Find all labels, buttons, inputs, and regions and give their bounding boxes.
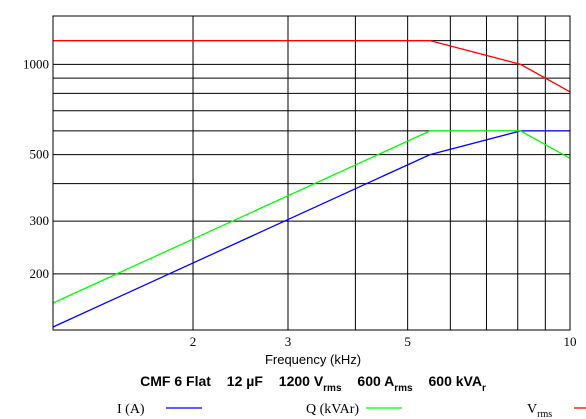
- legend-label-voltage: Vrms: [527, 402, 552, 419]
- title-capacitance: 12 µF: [227, 373, 264, 389]
- plot-frame: [52, 15, 571, 331]
- y-tick-label: 300: [30, 213, 50, 228]
- series-line-current: [52, 130, 570, 328]
- series-line-voltage: [53, 39, 571, 93]
- series-lines: [52, 39, 571, 328]
- grid: [53, 16, 570, 330]
- title-voltage: 1200 V: [279, 373, 324, 389]
- title-voltage-sub: rms: [323, 383, 342, 394]
- legend-item-current: I (A): [117, 402, 202, 417]
- x-tick-labels: 2 3 5 10: [190, 334, 577, 349]
- legend-label-reactive: Q (kVAr): [306, 402, 359, 417]
- x-tick-label: 2: [190, 334, 197, 349]
- legend-item-reactive: Q (kVAr): [306, 402, 402, 417]
- series-line-reactive-power: [52, 130, 571, 304]
- title-power: 600 kVA: [429, 373, 482, 389]
- x-tick-label: 3: [285, 334, 292, 349]
- y-tick-label: 200: [30, 266, 50, 281]
- title-model: CMF 6 Flat: [140, 373, 211, 389]
- title-current: 600 A: [357, 373, 394, 389]
- title-power-sub: r: [482, 383, 486, 394]
- y-tick-labels: 200 300 500 1000: [23, 56, 49, 281]
- legend-label-current: I (A): [117, 402, 145, 417]
- legend-item-voltage: Vrms: [527, 402, 586, 419]
- x-axis-label: Frequency (kHz): [265, 352, 361, 367]
- y-tick-label: 1000: [23, 56, 49, 71]
- legend: I (A) Q (kVAr) Vrms: [117, 402, 586, 419]
- title-current-sub: rms: [394, 383, 413, 394]
- x-tick-label: 5: [404, 334, 411, 349]
- y-tick-label: 500: [30, 147, 50, 162]
- x-tick-label: 10: [564, 334, 577, 349]
- chart-title: CMF 6 Flat 12 µF 1200 Vrms 600 Arms 600 …: [140, 373, 486, 394]
